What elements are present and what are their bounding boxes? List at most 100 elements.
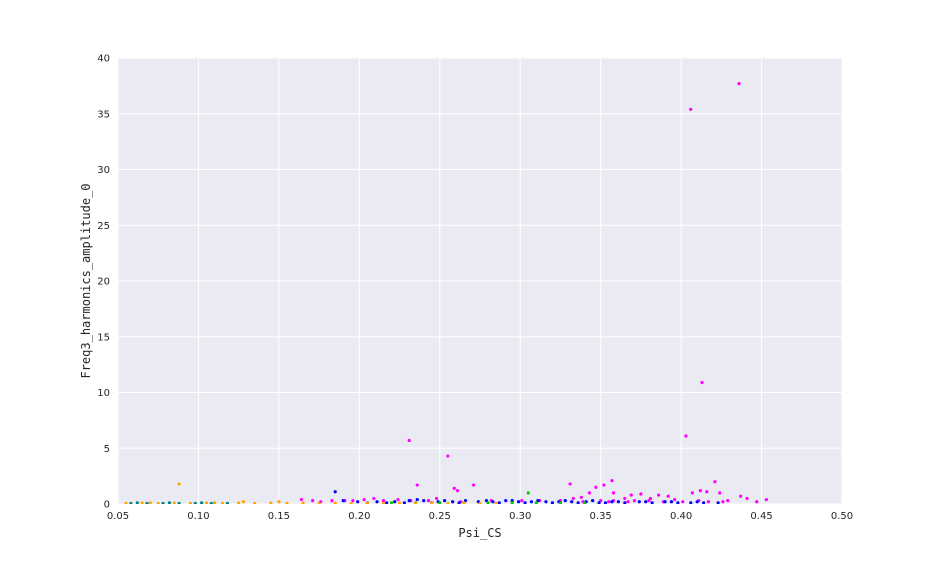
data-point: [536, 499, 540, 503]
data-point: [582, 501, 587, 504]
data-point: [446, 454, 450, 458]
data-point: [726, 499, 730, 503]
data-point: [478, 501, 482, 504]
data-point: [299, 497, 304, 502]
data-point: [637, 500, 641, 504]
data-point: [491, 500, 495, 504]
data-point: [587, 491, 592, 495]
data-point: [681, 500, 685, 504]
data-point: [700, 380, 704, 385]
data-point: [648, 496, 653, 501]
data-point: [434, 496, 439, 501]
data-point: [333, 501, 337, 504]
data-point: [534, 501, 538, 504]
data-point: [389, 501, 394, 504]
data-point: [486, 501, 490, 504]
data-point: [455, 489, 460, 493]
data-point: [341, 499, 345, 503]
data-point: [414, 501, 418, 504]
data-point: [705, 490, 709, 494]
y-tick-label: 5: [104, 444, 110, 455]
data-point: [349, 501, 353, 504]
data-point: [356, 500, 360, 504]
data-point: [188, 501, 192, 504]
data-point: [663, 500, 667, 504]
data-point: [225, 501, 230, 504]
y-tick-label: 25: [97, 221, 110, 232]
y-tick-label: 20: [97, 277, 110, 288]
data-point: [544, 500, 548, 504]
y-tick-label: 0: [104, 500, 110, 511]
data-point: [702, 501, 706, 504]
x-tick-label: 0.15: [268, 511, 290, 522]
data-point: [517, 500, 521, 504]
data-point: [430, 501, 434, 504]
data-point: [381, 499, 386, 503]
data-point: [626, 500, 630, 504]
data-point: [713, 480, 717, 484]
data-point: [397, 501, 402, 504]
data-point: [124, 501, 128, 504]
data-point: [523, 501, 527, 504]
data-point: [385, 501, 389, 504]
data-point: [220, 501, 225, 504]
data-point: [415, 483, 419, 487]
data-point: [656, 493, 661, 497]
data-point: [666, 494, 670, 498]
data-point: [253, 501, 257, 504]
data-point: [510, 501, 514, 504]
data-point: [372, 496, 376, 501]
data-point: [706, 500, 711, 504]
y-tick-label: 40: [97, 54, 110, 65]
data-point: [494, 501, 498, 504]
data-point: [407, 499, 411, 503]
data-point: [375, 500, 379, 504]
data-point: [200, 501, 204, 504]
x-tick-label: 0.20: [348, 511, 370, 522]
data-point: [237, 501, 241, 504]
data-point: [351, 499, 355, 503]
data-point: [135, 501, 139, 504]
data-point: [632, 499, 637, 503]
data-point: [558, 501, 563, 504]
data-point: [689, 501, 693, 504]
data-point: [571, 496, 575, 501]
data-point: [451, 500, 455, 504]
data-point: [623, 496, 627, 501]
y-axis-label: Freq3_harmonics_amplitude_0: [79, 183, 93, 378]
data-point: [204, 501, 209, 504]
data-point: [698, 489, 703, 493]
data-point: [415, 497, 419, 502]
data-point: [277, 500, 281, 504]
data-point: [676, 501, 680, 504]
data-point: [407, 438, 411, 443]
x-tick-label: 0.35: [590, 511, 612, 522]
data-point: [504, 499, 508, 503]
data-point: [269, 501, 273, 504]
y-tick-label: 35: [97, 109, 110, 120]
data-point: [156, 501, 160, 504]
data-point: [755, 500, 759, 504]
data-point: [616, 500, 620, 504]
data-point: [669, 500, 674, 504]
data-point: [576, 501, 580, 504]
data-point: [639, 492, 643, 496]
data-point: [311, 499, 315, 503]
y-axis-ticks: 0 5 10 15 20 25 30 35 40: [97, 54, 110, 511]
x-tick-label: 0.05: [107, 511, 129, 522]
data-point: [610, 500, 614, 504]
data-point: [462, 501, 466, 504]
x-tick-label: 0.40: [670, 511, 692, 522]
data-point: [446, 501, 450, 504]
data-point: [330, 499, 334, 503]
data-point: [212, 501, 217, 504]
data-point: [381, 501, 386, 504]
data-point: [365, 501, 369, 504]
x-tick-label: 0.50: [831, 511, 853, 522]
y-tick-label: 10: [97, 388, 110, 399]
data-point: [599, 499, 603, 503]
data-point: [301, 501, 305, 504]
data-point: [422, 499, 426, 503]
data-point: [745, 496, 749, 501]
